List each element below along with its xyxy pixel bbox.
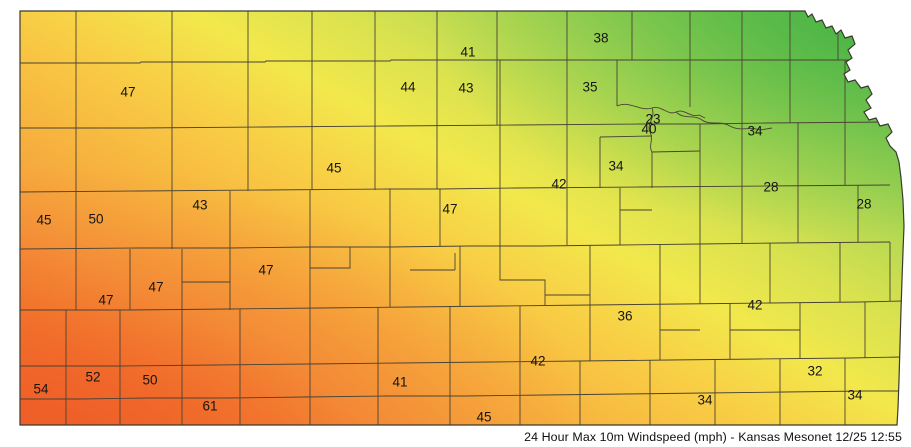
county-value-label: 28 — [763, 180, 778, 195]
kansas-state-outline — [19, 10, 905, 426]
county-value-label: 47 — [442, 202, 457, 217]
county-value-label: 34 — [697, 393, 713, 408]
map-caption: 24 Hour Max 10m Windspeed (mph) - Kansas… — [524, 430, 902, 444]
county-value-label: 52 — [85, 370, 100, 385]
county-value-label: 34 — [747, 124, 763, 139]
county-value-label: 36 — [617, 309, 632, 324]
county-value-label: 54 — [33, 382, 49, 397]
county-value-label: 41 — [392, 375, 407, 390]
county-value-label: 34 — [608, 159, 624, 174]
county-value-label: 40 — [641, 122, 656, 137]
county-value-label: 61 — [202, 399, 217, 414]
county-value-label: 23 — [645, 112, 660, 127]
county-value-label: 50 — [142, 373, 157, 388]
county-value-label: 47 — [98, 293, 113, 308]
county-boundaries — [20, 11, 904, 425]
county-value-label: 42 — [530, 354, 545, 369]
county-value-label: 47 — [148, 280, 163, 295]
county-value-label: 38 — [593, 31, 608, 46]
county-value-label: 32 — [807, 364, 822, 379]
county-value-label: 45 — [36, 213, 51, 228]
county-value-label: 41 — [460, 45, 475, 60]
county-value-label: 35 — [582, 80, 597, 95]
county-value-label: 44 — [400, 80, 416, 95]
county-value-label: 45 — [326, 161, 341, 176]
county-value-label: 43 — [458, 81, 473, 96]
county-value-label: 45 — [476, 410, 491, 425]
county-value-label: 42 — [551, 177, 566, 192]
county-value-label: 47 — [120, 85, 135, 100]
county-value-label: 42 — [747, 298, 762, 313]
county-value-label: 28 — [856, 197, 871, 212]
county-value-label: 34 — [847, 388, 863, 403]
county-value-label: 50 — [88, 212, 103, 227]
county-value-label: 43 — [192, 198, 207, 213]
county-value-label: 47 — [258, 263, 273, 278]
